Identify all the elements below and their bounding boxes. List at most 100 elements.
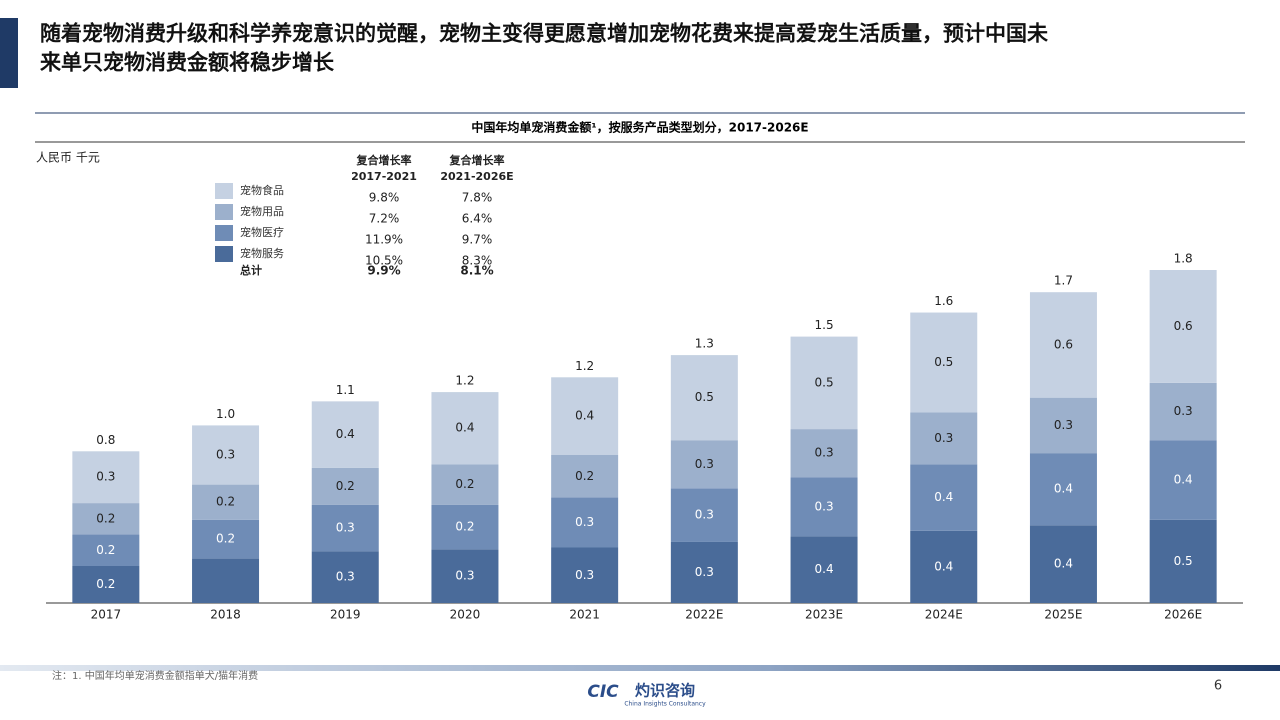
bar-segment	[192, 558, 260, 603]
page-number: 6	[1214, 679, 1222, 694]
cagr-value: 10.5%	[365, 254, 403, 268]
x-tick-label: 2022E	[685, 608, 723, 622]
logo-mark: CIC	[587, 682, 619, 702]
bar-segment	[670, 355, 738, 441]
header-accent	[0, 18, 18, 88]
bar-segment	[910, 312, 978, 413]
total-label: 1.2	[575, 359, 594, 373]
cagr-header: 复合增长率	[449, 153, 505, 167]
total-label: 1.8	[1174, 252, 1193, 266]
x-tick-label: 2026E	[1164, 608, 1202, 622]
bar-segment	[790, 336, 858, 430]
bar-segment	[1149, 519, 1217, 603]
legend-swatch	[215, 204, 233, 220]
value-label: 0.4	[1174, 472, 1193, 486]
value-label: 0.4	[336, 427, 355, 441]
bar-segment	[72, 534, 140, 566]
value-label: 0.4	[815, 562, 834, 576]
value-label: 0.2	[216, 495, 235, 509]
bar-segment	[431, 392, 499, 465]
value-label: 0.3	[96, 470, 115, 484]
header-line: 随着宠物消费升级和科学养宠意识的觉醒，宠物主变得更愿意增加宠物花费来提高爱宠生活…	[40, 21, 1048, 46]
legend-swatch	[215, 225, 233, 241]
legend-label: 宠物用品	[240, 204, 284, 218]
cagr-value: 9.7%	[462, 233, 493, 247]
x-tick-label: 2023E	[805, 608, 843, 622]
value-label: 0.5	[815, 375, 834, 389]
bar-segment	[72, 503, 140, 535]
value-label: 0.3	[1174, 404, 1193, 418]
total-label: 1.5	[815, 318, 834, 332]
value-label: 0.4	[575, 409, 594, 423]
bar-segment	[551, 455, 619, 498]
bar-segment	[1149, 440, 1217, 520]
value-label: 0.2	[96, 511, 115, 525]
value-label: 0.6	[1174, 319, 1193, 333]
bar-segment	[910, 464, 978, 531]
value-label: 0.5	[1174, 554, 1193, 568]
header-line: 来单只宠物消费金额将稳步增长	[40, 50, 335, 75]
value-label: 0.3	[815, 446, 834, 460]
value-label: 0.4	[934, 559, 953, 573]
bar-segment	[72, 451, 140, 504]
bar-segment	[790, 429, 858, 478]
cagr-value: 6.4%	[462, 212, 493, 226]
value-label: 0.3	[336, 521, 355, 535]
legend-swatch	[215, 183, 233, 199]
cagr-header: 复合增长率	[356, 153, 412, 167]
footer-band	[0, 665, 1280, 671]
x-tick-label: 2025E	[1044, 608, 1082, 622]
cagr-value: 9.8%	[369, 191, 400, 205]
bar-segment	[192, 519, 260, 559]
bar-segment	[1029, 525, 1097, 603]
logo-sub: China Insights Consultancy	[624, 701, 706, 708]
cagr-header: 2017-2021	[351, 170, 417, 183]
value-label: 0.3	[575, 515, 594, 529]
total-label: 1.0	[216, 407, 235, 421]
total-label: 1.7	[1054, 274, 1073, 288]
bar-segment	[551, 497, 619, 548]
bar-segment	[1029, 453, 1097, 526]
cagr-value: 8.3%	[462, 254, 493, 268]
value-label: 0.3	[934, 431, 953, 445]
bar-segment	[670, 541, 738, 603]
bar-segment	[1149, 270, 1217, 383]
value-label: 0.5	[934, 355, 953, 369]
cagr-value: 7.2%	[369, 212, 400, 226]
bar-segment	[431, 549, 499, 603]
total-label: 1.6	[934, 294, 953, 308]
x-tick-label: 2018	[210, 608, 241, 622]
legend-swatch	[215, 246, 233, 262]
value-label: 0.2	[96, 577, 115, 591]
value-label: 0.5	[695, 390, 714, 404]
value-label: 0.3	[455, 569, 474, 583]
value-label: 0.4	[934, 490, 953, 504]
bar-segment	[311, 467, 379, 505]
bar-segment	[551, 377, 619, 455]
bar-segment	[551, 547, 619, 603]
x-tick-label: 2019	[330, 608, 361, 622]
bar-segment	[311, 504, 379, 552]
cagr-total: 8.1%	[460, 264, 493, 278]
cagr-total-label: 总计	[240, 263, 262, 277]
value-label: 0.2	[96, 543, 115, 557]
bar-segment	[670, 488, 738, 542]
bar-segment	[72, 566, 140, 603]
cagr-total: 9.9%	[367, 264, 400, 278]
bar-segment	[311, 551, 379, 603]
cagr-value: 7.8%	[462, 191, 493, 205]
value-label: 0.2	[455, 520, 474, 534]
bar-segment	[431, 464, 499, 505]
bar-segment	[670, 440, 738, 489]
legend-label: 宠物服务	[240, 246, 284, 260]
x-tick-label: 2021	[569, 608, 600, 622]
x-tick-label: 2024E	[925, 608, 963, 622]
value-label: 0.3	[695, 508, 714, 522]
value-label: 0.4	[1054, 482, 1073, 496]
value-label: 0.3	[575, 568, 594, 582]
total-label: 0.8	[96, 433, 115, 447]
value-label: 0.2	[455, 477, 474, 491]
total-label: 1.3	[695, 337, 714, 351]
value-label: 0.6	[1054, 337, 1073, 351]
